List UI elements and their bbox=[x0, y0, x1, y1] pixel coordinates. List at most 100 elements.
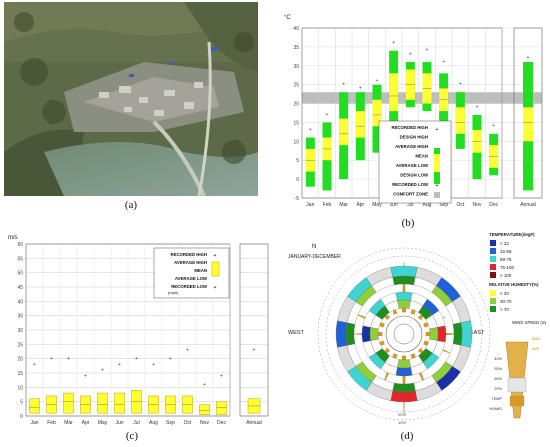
temperature-legend-label: 68-75 bbox=[500, 257, 512, 262]
y-tick-label: 40 bbox=[293, 26, 299, 32]
temperature-legend-swatch bbox=[490, 248, 496, 254]
y-tick-label: 15 bbox=[17, 371, 23, 377]
x-tick-label: Jun bbox=[115, 420, 123, 426]
recorded-high-marker: + bbox=[342, 82, 345, 88]
caption-c: (c) bbox=[125, 430, 139, 442]
x-tick-label: May bbox=[372, 202, 382, 208]
x-tick-label: Jul bbox=[407, 202, 413, 208]
north-label: N bbox=[312, 244, 316, 250]
x-tick-label: Apr bbox=[356, 202, 364, 208]
average-range-bar bbox=[29, 398, 40, 414]
x-tick-label: Mar bbox=[64, 420, 73, 426]
recorded-high-marker: + bbox=[476, 104, 479, 110]
rose-cell bbox=[452, 322, 463, 346]
speed-key-temp-box bbox=[507, 377, 527, 393]
legend-label: RECORDED LOW bbox=[392, 182, 429, 187]
average-range-bar bbox=[455, 107, 465, 134]
wind-rose-panel: N JANUARY-DECEMBER WEST EAST 10% 20% TEMPERATU… bbox=[284, 228, 550, 425]
rose-inner-ring bbox=[393, 323, 415, 345]
legend-swatch-average bbox=[211, 261, 220, 277]
legend-unit: (mph) bbox=[168, 290, 179, 295]
aerial-photo bbox=[4, 2, 258, 197]
west-label: WEST bbox=[288, 330, 305, 336]
x-tick-label: Dec bbox=[217, 420, 226, 426]
legend-label: DESIGN LOW bbox=[400, 173, 429, 178]
rose-cell bbox=[395, 291, 413, 301]
rose-cell bbox=[384, 300, 400, 313]
x-tick-label: Jan bbox=[30, 420, 38, 426]
recorded-high-marker: + bbox=[309, 127, 312, 133]
speed-key-label: AVE bbox=[532, 347, 540, 351]
legend-marker-recorded-high: + bbox=[436, 127, 439, 133]
y-tick-label: 10 bbox=[293, 139, 299, 145]
x-tick-label: Jul bbox=[133, 420, 139, 426]
average-range-bar bbox=[216, 401, 227, 415]
x-tick-label: Annual bbox=[246, 420, 262, 426]
y-tick-label: 35 bbox=[17, 314, 23, 320]
caption-a: (a) bbox=[124, 199, 138, 211]
recorded-high-marker: + bbox=[33, 362, 36, 368]
recorded-high-marker: + bbox=[169, 356, 172, 362]
legend-label: RECORDED HIGH bbox=[391, 125, 428, 130]
x-tick-label: Aug bbox=[423, 202, 432, 208]
legend-label: RECORDED HIGH bbox=[170, 252, 207, 257]
east-label: EAST bbox=[470, 330, 485, 336]
average-range-bar bbox=[372, 99, 382, 127]
recorded-high-marker: + bbox=[442, 59, 445, 65]
recorded-high-marker: + bbox=[426, 48, 429, 54]
caption-b: (b) bbox=[401, 217, 415, 229]
rose-cell bbox=[390, 265, 418, 278]
y-tick-label: -5 bbox=[295, 196, 300, 202]
legend-swatch-comfort bbox=[434, 192, 440, 198]
humidity-legend-label: < 30 bbox=[500, 291, 509, 296]
temperature-legend-swatch bbox=[490, 256, 496, 262]
period-label: JANUARY-DECEMBER bbox=[288, 254, 341, 260]
recorded-high-marker: + bbox=[527, 55, 530, 61]
legend-label: MEAN bbox=[194, 268, 207, 273]
y-tick-label: 15 bbox=[293, 120, 299, 126]
legend-marker-recorded-high: + bbox=[214, 253, 217, 259]
recorded-high-marker: + bbox=[376, 78, 379, 84]
average-range-bar bbox=[389, 73, 399, 112]
recorded-high-marker: + bbox=[220, 373, 223, 379]
recorded-high-marker: + bbox=[135, 356, 138, 362]
dashed-ring bbox=[317, 247, 491, 421]
recorded-high-marker: + bbox=[326, 112, 329, 118]
recorded-high-marker: + bbox=[50, 356, 53, 362]
average-range-bar bbox=[355, 111, 365, 138]
recorded-high-marker: + bbox=[253, 348, 256, 354]
average-range-bar bbox=[97, 392, 108, 414]
legend-label: AVERAGE LOW bbox=[175, 276, 208, 281]
rose-cell bbox=[371, 276, 395, 293]
rose-cell bbox=[390, 390, 418, 403]
y-tick-label: 5 bbox=[20, 400, 23, 406]
y-tick-label: 50 bbox=[17, 271, 23, 277]
legend-swatch-average bbox=[434, 154, 440, 172]
aerial-photo-panel bbox=[4, 2, 258, 197]
annual-frame bbox=[513, 27, 543, 199]
recorded-high-marker: + bbox=[203, 382, 206, 388]
recorded-high-marker: + bbox=[392, 40, 395, 46]
x-tick-label: May bbox=[98, 420, 108, 426]
legend-label: AVERAGE HIGH bbox=[174, 260, 207, 265]
legend-label: COMFORT ZONE bbox=[393, 192, 428, 197]
y-tick-label: 30 bbox=[293, 64, 299, 70]
speed-key-label: 20% bbox=[494, 387, 502, 391]
recorded-high-marker: + bbox=[492, 123, 495, 129]
speed-key-label: 50% bbox=[494, 367, 502, 371]
y-tick-label: 30 bbox=[17, 328, 23, 334]
average-range-bar bbox=[339, 118, 349, 146]
rose-cell bbox=[397, 299, 411, 309]
y-tick-label: 55 bbox=[17, 256, 23, 262]
rose-cell bbox=[392, 382, 416, 393]
humidity-legend-swatch bbox=[490, 298, 496, 304]
x-tick-label: Dec bbox=[489, 202, 498, 208]
recorded-high-marker: + bbox=[118, 362, 121, 368]
y-tick-label: 60 bbox=[17, 242, 23, 248]
legend-label: MEAN bbox=[415, 154, 428, 159]
y-tick-label: 10 bbox=[17, 385, 23, 391]
legend-marker-recorded-low: + bbox=[436, 183, 439, 189]
x-tick-label: Nov bbox=[200, 420, 209, 426]
legend-label: RECORDED LOW bbox=[171, 284, 208, 289]
x-tick-label: Sep bbox=[439, 202, 448, 208]
